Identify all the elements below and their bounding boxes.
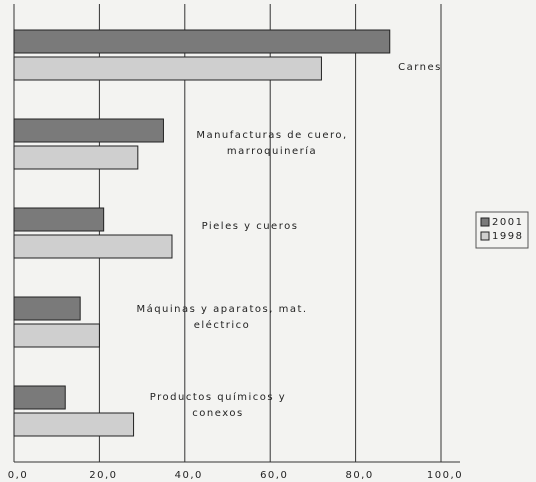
bar (13, 56, 322, 81)
legend-swatch (480, 231, 490, 241)
category-label: Productos químicos y conexos (149, 392, 287, 419)
legend-swatch (480, 217, 490, 227)
x-tick-label: 20,0 (89, 470, 117, 481)
bar (13, 118, 164, 143)
legend-box (475, 211, 529, 249)
legend-label: 1998 (492, 231, 523, 242)
x-tick-label: 60,0 (260, 470, 288, 481)
category-label: Manufacturas de cuero, marroquinería (196, 130, 348, 157)
x-tick-label: 100,0 (427, 470, 463, 481)
category-label: Carnes (398, 62, 442, 73)
bar (13, 412, 135, 437)
legend-label: 2001 (492, 217, 523, 228)
bar (13, 296, 81, 321)
category-label: Pieles y cueros (201, 221, 299, 232)
bar (13, 145, 139, 170)
bar (13, 385, 66, 410)
bar (13, 234, 173, 259)
x-tick-label: 40,0 (175, 470, 203, 481)
category-label: Máquinas y aparatos, mat. eléctrico (136, 304, 308, 331)
bar (13, 29, 391, 54)
bar (13, 323, 100, 348)
bar (13, 207, 105, 232)
x-tick-label: 80,0 (345, 470, 373, 481)
x-tick-label: 0,0 (8, 470, 28, 481)
